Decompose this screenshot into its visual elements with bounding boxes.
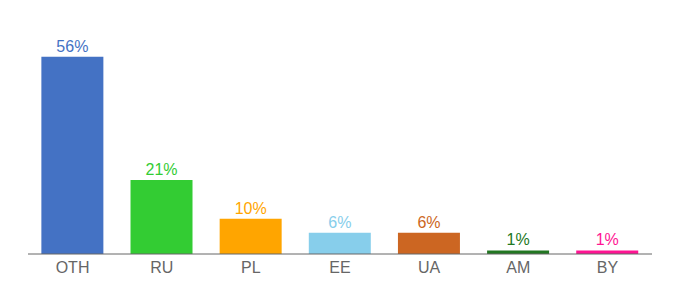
svg-text:RU: RU [150, 259, 173, 276]
svg-text:6%: 6% [417, 214, 440, 231]
svg-text:10%: 10% [235, 200, 267, 217]
svg-text:UA: UA [418, 259, 441, 276]
svg-text:1%: 1% [596, 231, 619, 248]
svg-text:6%: 6% [328, 214, 351, 231]
svg-text:1%: 1% [507, 231, 530, 248]
svg-text:OTH: OTH [56, 259, 90, 276]
svg-text:BY: BY [597, 259, 619, 276]
svg-text:PL: PL [241, 259, 261, 276]
svg-text:56%: 56% [56, 38, 88, 55]
svg-text:AM: AM [506, 259, 530, 276]
svg-text:21%: 21% [145, 161, 177, 178]
svg-text:EE: EE [329, 259, 350, 276]
